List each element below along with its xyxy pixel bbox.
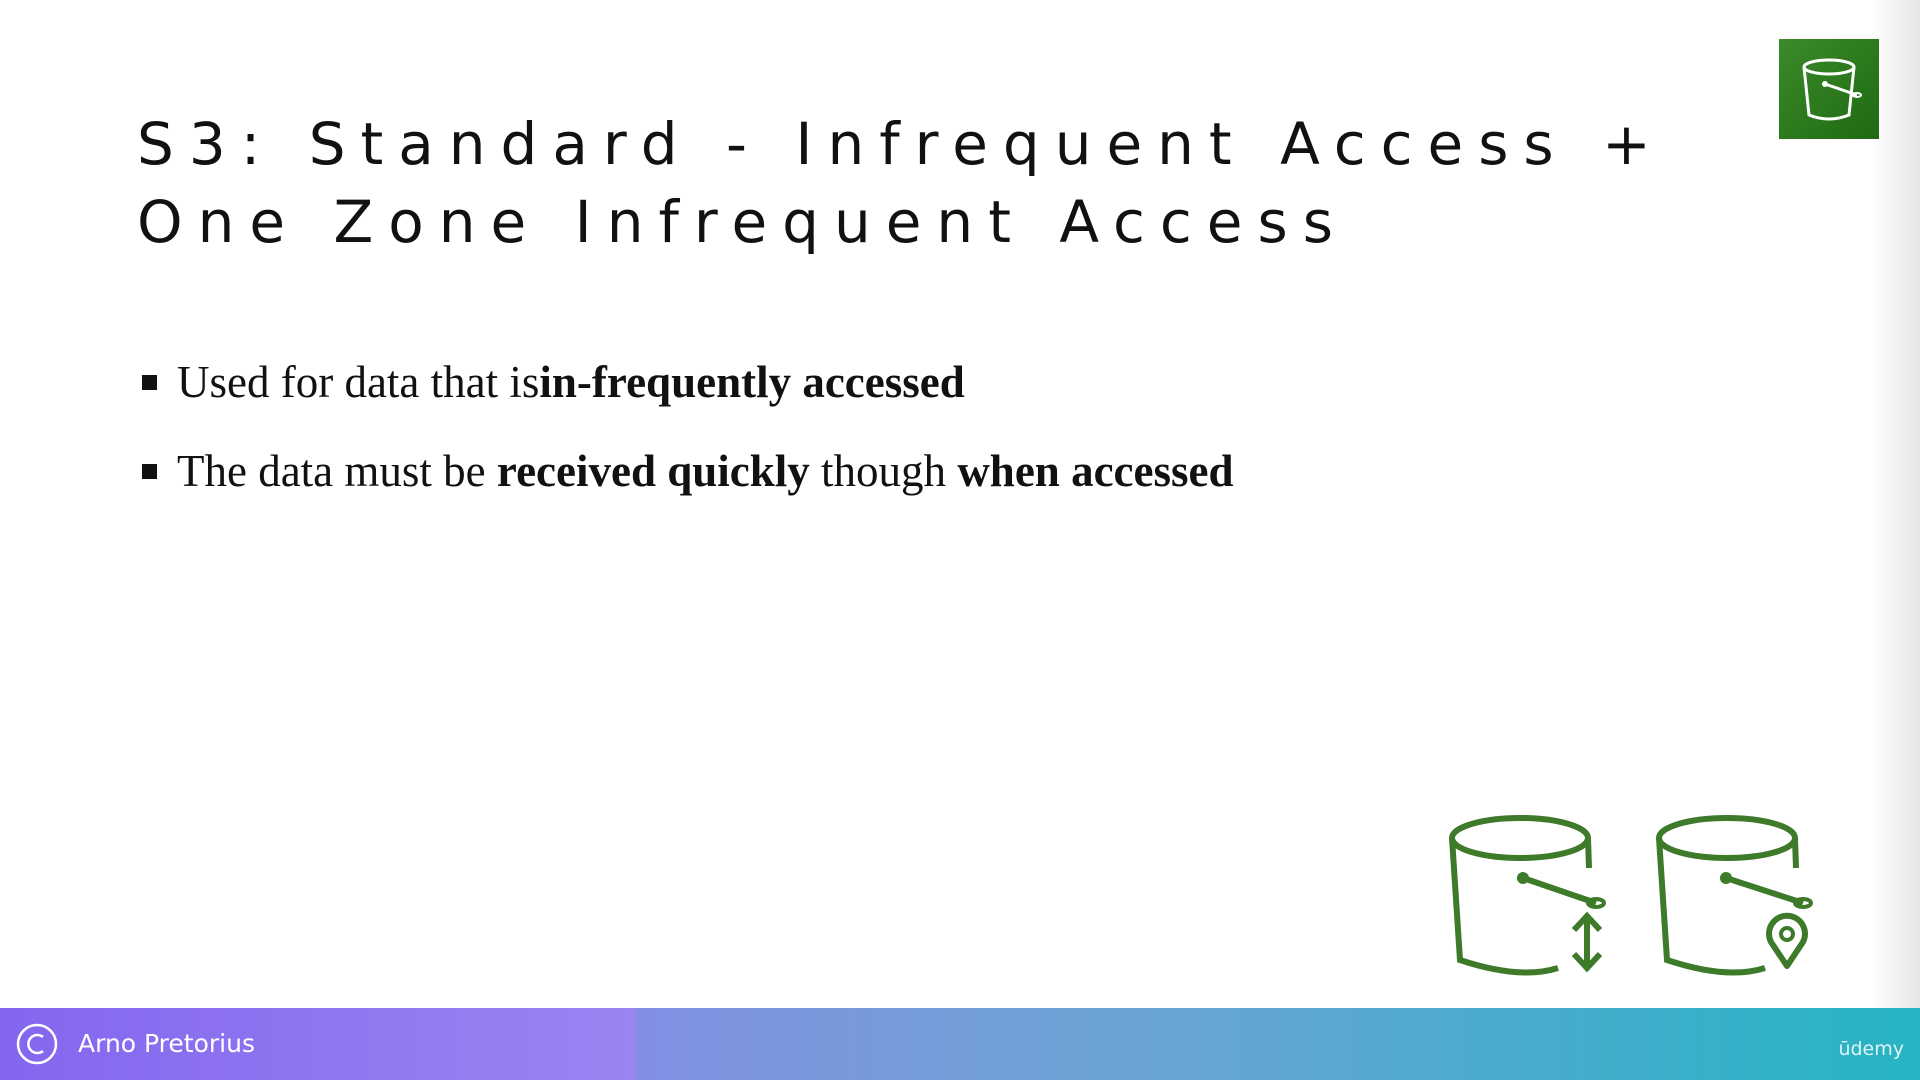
bullet-text-1-part-2: in-frequently accessed (539, 357, 965, 407)
bullet-text-2-part-3: though (809, 446, 958, 496)
copyright-icon (15, 1022, 59, 1071)
udemy-logo: ūdemy (1838, 1038, 1904, 1060)
bullet-marker (142, 374, 157, 390)
s3-bucket-icon (1779, 39, 1879, 139)
bullet-text-2-part-1: The data must be (177, 446, 497, 496)
right-edge-shade (1872, 0, 1920, 1008)
footer-bar: Arno Pretorius ūdemy (0, 1008, 1920, 1080)
author-name: Arno Pretorius (78, 1029, 255, 1058)
bullet-text-2-part-4: when accessed (957, 446, 1234, 496)
footer-author-panel: Arno Pretorius (0, 1008, 636, 1080)
s3-one-zone-ia-bucket-icon (1653, 808, 1813, 983)
slide-title: S3: Standard - Infrequent Access + One Z… (137, 110, 1666, 256)
bullet-marker (142, 463, 157, 479)
bullet-item-1: Used for data that is in-frequently acce… (142, 352, 1234, 412)
bullet-item-2: The data must be received quickly though… (142, 441, 1234, 501)
bullet-text-1-part-1: Used for data that is (177, 357, 540, 407)
bullet-list: Used for data that is in-frequently acce… (142, 352, 1234, 530)
bullet-text-2-part-2: received quickly (496, 446, 810, 496)
s3-standard-ia-bucket-icon (1446, 808, 1606, 983)
